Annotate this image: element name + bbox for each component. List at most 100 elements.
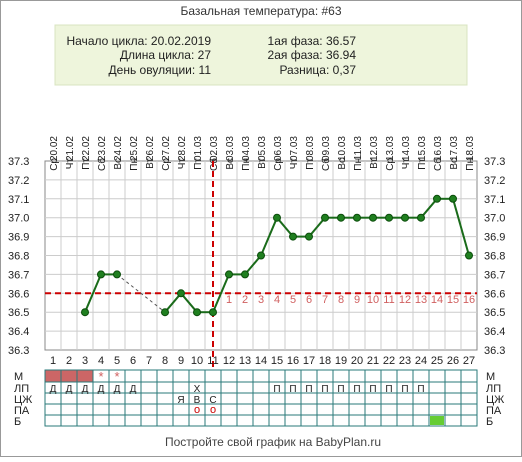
phase2-day-number: 14 [431, 294, 443, 306]
weekday-label: Вс [113, 158, 124, 170]
phase2-day-numbers: 1 2 3 4 5 6 7 8 9 10 11 12 13 14 15 16 [226, 294, 475, 306]
date-label: 06.03 [273, 136, 284, 161]
day-number: 9 [178, 355, 184, 367]
menses-cell [45, 370, 61, 382]
temperature-point [177, 289, 185, 298]
day-number: 19 [335, 355, 347, 367]
lp-mark: П [385, 384, 392, 395]
weekday-label: Сб [320, 158, 332, 171]
b-marker [430, 416, 444, 425]
weekday-label: Чт [65, 158, 76, 170]
weekday-label: Пн [353, 158, 364, 171]
phase2-day-number: 2 [242, 294, 248, 306]
y-tick-right: 36.3 [484, 345, 505, 357]
date-label: 04.03 [241, 136, 252, 161]
weekday-label: Ср [273, 158, 284, 171]
temperature-point [289, 232, 297, 241]
difference-label: Разница: 0,37 [279, 63, 356, 77]
weekday-label: Вт [145, 158, 156, 169]
day-number: 20 [351, 355, 363, 367]
y-tick-left: 36.7 [8, 269, 29, 281]
day-number: 2 [66, 355, 72, 367]
row-label-right: Б [486, 416, 493, 428]
day-number: 4 [98, 355, 104, 367]
row-label-right: ПА [486, 405, 502, 417]
date-label: 11.03 [353, 136, 364, 161]
day-number: 18 [319, 355, 331, 367]
lp-mark: Д [130, 384, 137, 395]
phase2-day-number: 6 [306, 294, 312, 306]
temperature-point [209, 308, 217, 317]
weekday-label: Пн [241, 158, 252, 171]
day-number: 10 [191, 355, 203, 367]
row-label-left: ЦЖ [14, 394, 32, 406]
menses-star: * [98, 369, 103, 384]
lp-mark: Д [66, 384, 73, 395]
date-label: 10.03 [337, 136, 348, 161]
temperature-segment [84, 274, 102, 313]
date-label: 13.03 [385, 136, 396, 161]
row-label-right: ЦЖ [486, 394, 504, 406]
lp-mark: П [417, 384, 424, 395]
weekday-label: Ср [385, 158, 396, 171]
y-tick-right: 36.7 [484, 269, 505, 281]
y-tick-left: 36.4 [8, 326, 29, 338]
lp-mark: Д [82, 384, 89, 395]
date-label: 28.02 [177, 136, 188, 161]
y-tick-left: 36.5 [8, 307, 29, 319]
temperature-point [465, 251, 473, 260]
day-number: 16 [287, 355, 299, 367]
temperature-segment [308, 217, 326, 238]
footer-link[interactable]: Постройте свой график на BabyPlan.ru [165, 435, 381, 449]
row-label-left: М [14, 371, 23, 383]
lp-mark: П [321, 384, 328, 395]
phase1-label: 1ая фаза: 36.57 [268, 34, 357, 48]
weekday-label: Сб [432, 158, 444, 171]
day-number: 1 [50, 355, 56, 367]
menses-star: * [114, 369, 119, 384]
date-label: 02.03 [209, 136, 220, 161]
date-label: 22.02 [81, 136, 92, 161]
y-tick-left: 37.0 [8, 213, 29, 225]
y-tick-right: 36.9 [484, 232, 505, 244]
temperature-point [241, 270, 249, 279]
day-number: 25 [431, 355, 443, 367]
weekday-label: Сб [96, 158, 108, 171]
date-label: 01.03 [193, 136, 204, 161]
lp-mark: Д [50, 384, 57, 395]
weekday-label: Пт [305, 158, 316, 170]
day-number: 13 [239, 355, 251, 367]
date-label: 08.03 [305, 136, 316, 161]
y-tick-right: 36.8 [484, 251, 505, 263]
y-tick-left: 36.8 [8, 251, 29, 263]
day-number: 27 [463, 355, 475, 367]
date-label: 27.02 [161, 136, 172, 161]
date-label: 23.02 [97, 136, 108, 161]
day-number: 21 [367, 355, 379, 367]
y-tick-left: 37.1 [8, 194, 29, 206]
temperature-point [81, 308, 89, 317]
row-label-right: М [486, 371, 495, 383]
date-label: 12.03 [369, 136, 380, 161]
phase2-day-number: 13 [415, 294, 427, 306]
y-tick-left: 36.6 [8, 288, 29, 300]
lp-mark: Д [98, 384, 105, 395]
date-label: 25.02 [129, 136, 140, 161]
temperature-segment [452, 198, 470, 256]
weekday-label: Вт [369, 158, 380, 169]
y-tick-right: 37.0 [484, 213, 505, 225]
weekday-label: Чт [401, 158, 412, 170]
day-number: 15 [271, 355, 283, 367]
temperature-point [417, 213, 425, 222]
day-numbers: 1 2 3 4 5 6 7 8 9 10 11 12 13 14 15 16 17 18 19 20 21 22 23 24 2… [50, 355, 475, 367]
temperature-point [305, 232, 313, 241]
weekday-label: Чт [289, 158, 300, 170]
temperature-point [225, 270, 233, 279]
temperature-point [369, 213, 377, 222]
day-number: 22 [383, 355, 395, 367]
phase2-day-number: 1 [226, 294, 232, 306]
weekday-label: Ср [49, 158, 60, 171]
cj-mark: Я [177, 395, 184, 406]
